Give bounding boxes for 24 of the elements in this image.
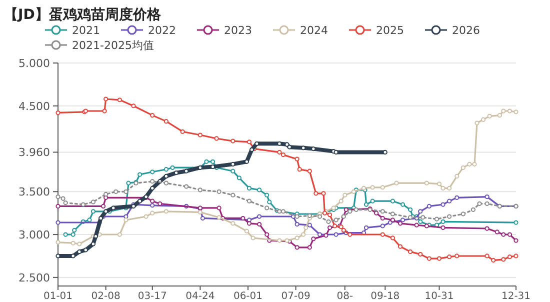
x-tick-label: 01-01 <box>43 291 73 302</box>
y-tick-label: 2.500 <box>18 271 50 284</box>
legend-label: 2022 <box>148 24 176 37</box>
x-tick-label: 10-31 <box>424 291 454 302</box>
y-tick-label: 3.960 <box>18 146 50 160</box>
x-tick-label: 04-24 <box>186 291 215 302</box>
legend-label: 2023 <box>224 24 252 37</box>
x-tick-label: 12-31 <box>501 291 531 302</box>
x-tick-label: 08- <box>336 291 354 302</box>
y-tick-label: 3.000 <box>18 228 50 242</box>
legend-label: 2025 <box>376 24 404 37</box>
y-tick-label: 4.500 <box>18 100 50 113</box>
x-tick-label: 09-18 <box>370 291 400 302</box>
y-tick-label: 3.500 <box>18 186 50 199</box>
chart-title: 【JD】蛋鸡鸡苗周度价格 <box>4 6 162 23</box>
x-tick-label: 03-17 <box>138 291 167 302</box>
legend-label: 2021 <box>72 24 100 37</box>
x-tick-label: 06-01 <box>233 291 263 302</box>
legend-label: 2026 <box>452 24 480 37</box>
legend-label: 2021-2025均值 <box>72 39 154 52</box>
x-tick-label: 07-09 <box>281 291 310 302</box>
legend-label: 2024 <box>300 24 328 37</box>
x-tick-label: 02-08 <box>91 291 120 302</box>
y-tick-label: 5.000 <box>18 57 50 70</box>
